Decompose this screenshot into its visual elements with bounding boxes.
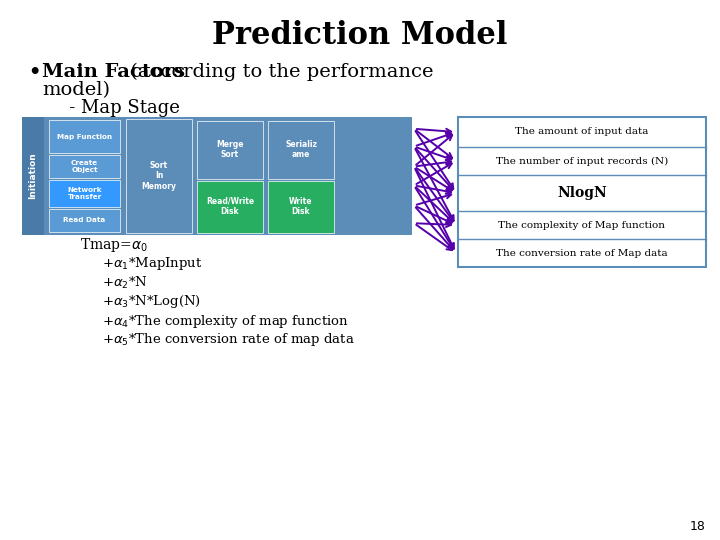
Text: (according to the performance: (according to the performance <box>124 63 433 81</box>
Text: $+\alpha_{5}$*The conversion rate of map data: $+\alpha_{5}$*The conversion rate of map… <box>102 332 355 348</box>
Bar <box>268 181 334 233</box>
Bar <box>197 181 263 233</box>
Bar <box>49 209 120 232</box>
Text: Read Data: Read Data <box>63 218 106 224</box>
Bar <box>126 119 192 233</box>
Text: Sort
In
Memory: Sort In Memory <box>142 161 176 191</box>
Text: $+\alpha_{2}$*N: $+\alpha_{2}$*N <box>102 275 148 291</box>
Text: $+\alpha_{4}$*The complexity of map function: $+\alpha_{4}$*The complexity of map func… <box>102 313 348 329</box>
Bar <box>197 121 263 179</box>
Text: 18: 18 <box>690 519 706 532</box>
Text: $+\alpha_{3}$*N*Log(N): $+\alpha_{3}$*N*Log(N) <box>102 294 201 310</box>
Bar <box>49 120 120 153</box>
Text: Network
Transfer: Network Transfer <box>67 187 102 200</box>
Text: The complexity of Map function: The complexity of Map function <box>498 220 665 230</box>
Text: Write
Disk: Write Disk <box>289 197 312 216</box>
Text: Tmap=$\alpha_{0}$: Tmap=$\alpha_{0}$ <box>80 236 148 254</box>
Text: Merge
Sort: Merge Sort <box>216 139 244 159</box>
Bar <box>268 121 334 179</box>
Text: The number of input records (N): The number of input records (N) <box>496 157 668 166</box>
Text: Serializ
ame: Serializ ame <box>285 139 317 159</box>
Bar <box>49 156 120 178</box>
Text: Map Function: Map Function <box>57 134 112 140</box>
Text: The amount of input data: The amount of input data <box>516 127 649 137</box>
Text: Prediction Model: Prediction Model <box>212 19 508 51</box>
Text: - Map Stage: - Map Stage <box>52 99 180 117</box>
Text: •: • <box>28 63 40 82</box>
Text: Main Factors: Main Factors <box>42 63 185 81</box>
Text: NlogN: NlogN <box>557 186 607 200</box>
Text: model): model) <box>42 81 110 99</box>
Text: Create
Object: Create Object <box>71 160 98 173</box>
Bar <box>22 117 44 235</box>
Bar <box>49 180 120 207</box>
Text: $+\alpha_{1}$*MapInput: $+\alpha_{1}$*MapInput <box>102 255 202 273</box>
Bar <box>458 117 706 267</box>
Text: Read/Write
Disk: Read/Write Disk <box>206 197 254 216</box>
Text: Initiation: Initiation <box>29 153 37 199</box>
Bar <box>22 117 412 235</box>
Text: The conversion rate of Map data: The conversion rate of Map data <box>496 248 668 258</box>
